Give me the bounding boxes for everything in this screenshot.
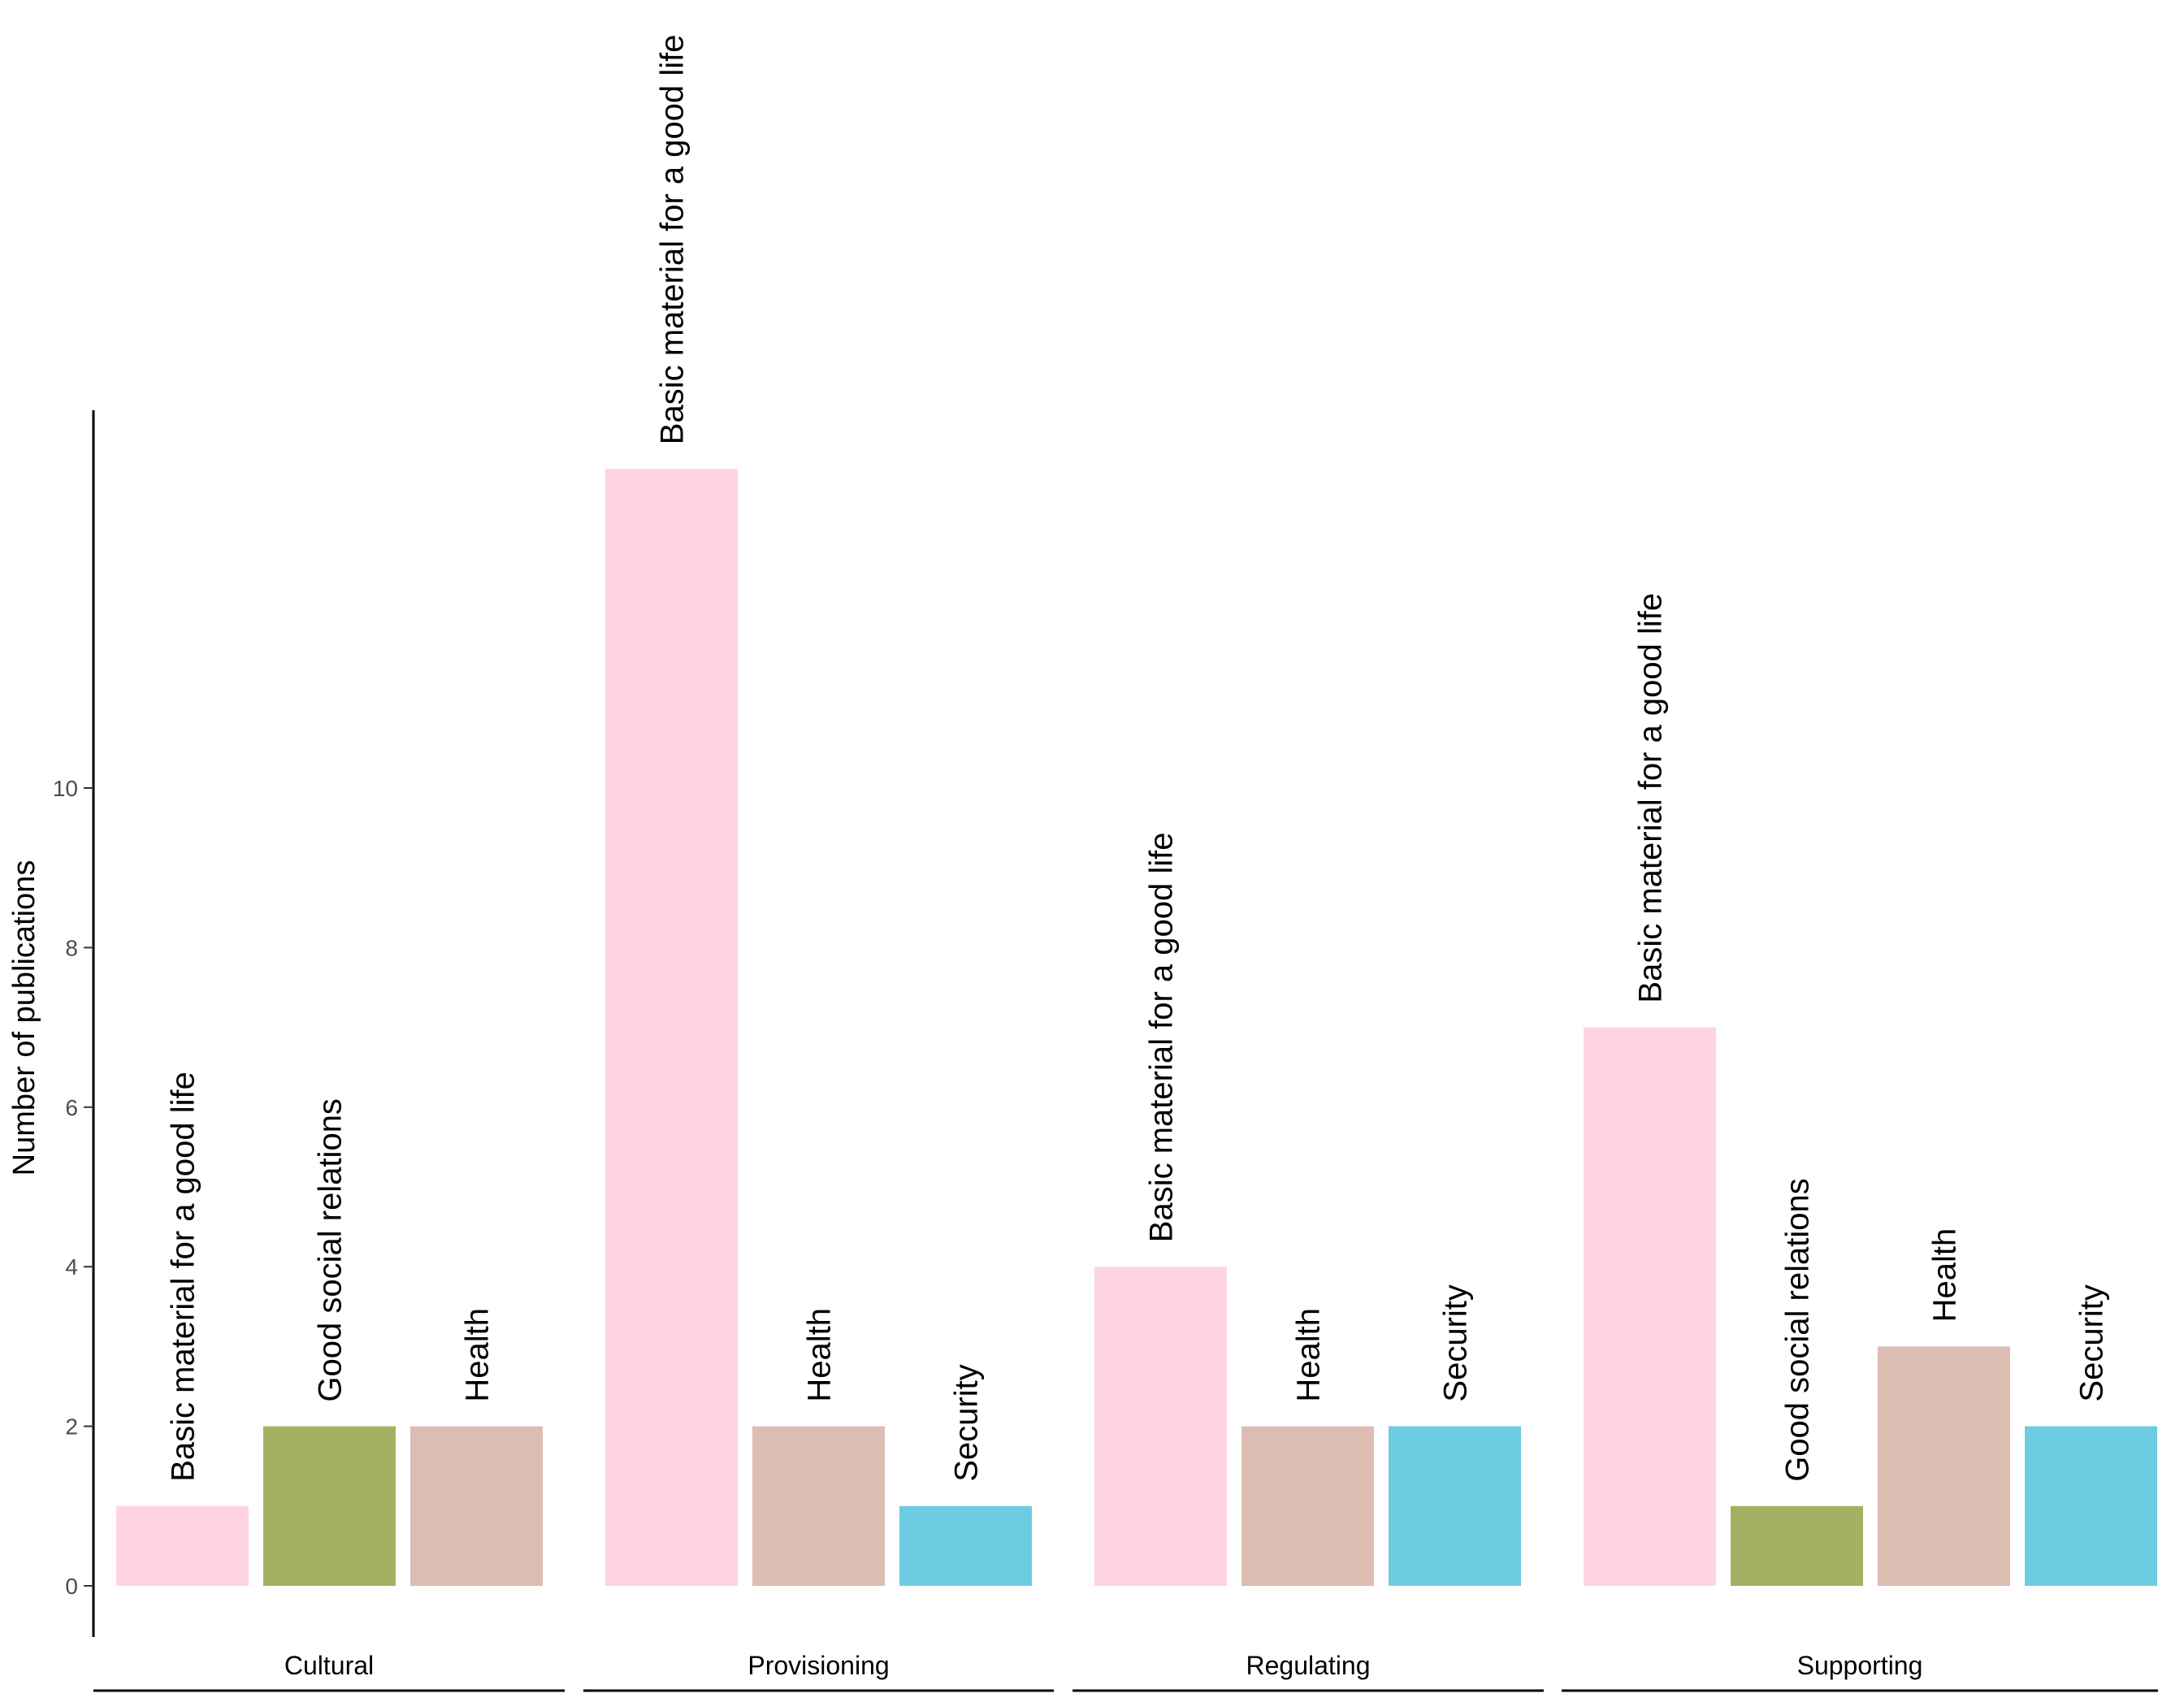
bar <box>1584 1027 1716 1586</box>
bar-label: Health <box>1927 1228 1963 1323</box>
bar-label: Good social relations <box>313 1098 349 1402</box>
bar-label: Good social relations <box>1780 1178 1816 1482</box>
bar-label: Security <box>949 1364 985 1482</box>
group-axes: Cultural Provisioning Regulating Supporting <box>93 1651 2158 1692</box>
bar <box>1389 1426 1521 1586</box>
bar <box>116 1505 249 1586</box>
bars <box>116 469 2157 1587</box>
bar <box>410 1426 543 1586</box>
y-tick-label: 10 <box>53 776 78 801</box>
bar <box>1731 1505 1863 1586</box>
bar <box>1094 1267 1227 1586</box>
y-axis-label: Number of publications <box>7 860 41 1176</box>
bar <box>605 469 738 1587</box>
y-tick-label: 8 <box>65 935 78 960</box>
bar-label: Basic material for a good life <box>655 35 691 445</box>
bar-label: Basic material for a good life <box>166 1072 202 1482</box>
bar-labels: Basic material for a good life Good socia… <box>166 35 2110 1482</box>
y-tick-label: 4 <box>65 1254 78 1280</box>
bar-label: Health <box>802 1308 838 1402</box>
group-label: Supporting <box>1797 1651 1923 1680</box>
bar-label: Security <box>2074 1284 2110 1402</box>
group-label: Cultural <box>284 1651 374 1680</box>
y-ticks: 0 2 4 6 8 10 <box>53 776 93 1599</box>
y-tick-label: 0 <box>65 1574 78 1599</box>
bar-label: Security <box>1438 1284 1474 1402</box>
bar-label: Health <box>460 1308 496 1402</box>
group-label: Provisioning <box>748 1651 889 1680</box>
bar <box>1878 1346 2010 1586</box>
bar <box>263 1426 396 1586</box>
y-tick-label: 6 <box>65 1095 78 1120</box>
bar <box>752 1426 885 1586</box>
bar-label: Basic material for a good life <box>1633 593 1669 1003</box>
bar-label: Health <box>1291 1308 1327 1402</box>
bar-label: Basic material for a good life <box>1144 833 1180 1243</box>
bar <box>899 1505 1032 1586</box>
group-label: Regulating <box>1246 1651 1371 1680</box>
bar <box>1242 1426 1374 1586</box>
y-tick-label: 2 <box>65 1414 78 1440</box>
bar <box>2025 1426 2157 1586</box>
